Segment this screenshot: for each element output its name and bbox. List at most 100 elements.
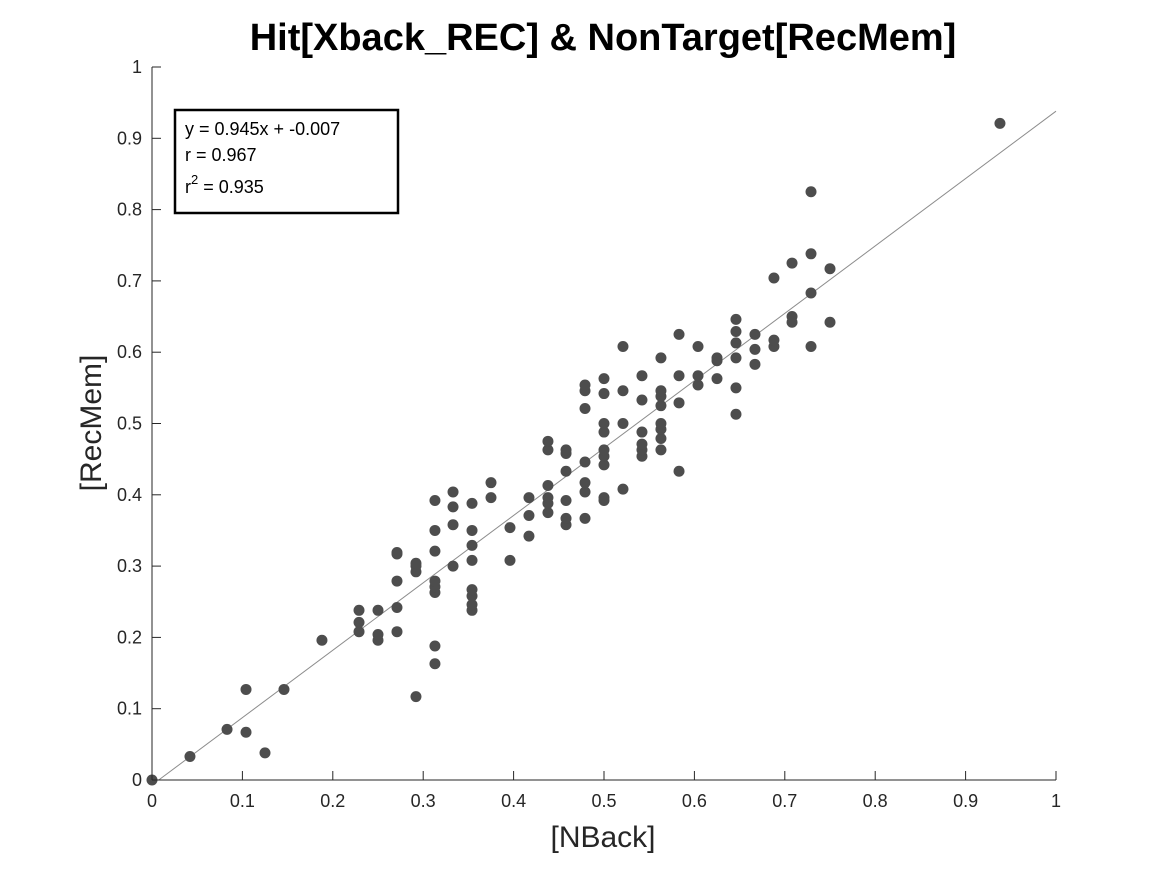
data-point: [429, 495, 441, 507]
data-point: [655, 352, 667, 364]
data-point: [466, 599, 478, 611]
data-point: [730, 408, 742, 420]
y-axis-label: [RecMem]: [75, 355, 108, 492]
data-point: [447, 560, 459, 572]
data-point: [560, 495, 572, 507]
data-point: [579, 403, 591, 415]
data-point: [730, 352, 742, 364]
data-point: [579, 477, 591, 489]
data-point: [598, 459, 610, 471]
fit-equation: y = 0.945x + -0.007: [185, 119, 340, 139]
data-point: [485, 477, 497, 489]
data-point: [353, 604, 365, 616]
data-point: [824, 263, 836, 275]
data-point: [560, 512, 572, 524]
y-tick-label: 0.1: [117, 699, 142, 719]
x-tick-label: 0.6: [682, 791, 707, 811]
data-point: [372, 604, 384, 616]
r-squared-number: = 0.935: [198, 177, 264, 197]
x-tick-label: 0.8: [863, 791, 888, 811]
data-point: [466, 584, 478, 596]
data-point: [636, 426, 648, 438]
data-point: [655, 432, 667, 444]
y-tick-label: 0.7: [117, 271, 142, 291]
data-point: [805, 287, 817, 299]
data-point: [692, 370, 704, 382]
data-point: [504, 554, 516, 566]
data-point: [805, 248, 817, 260]
data-point: [711, 352, 723, 364]
data-point: [805, 340, 817, 352]
data-point: [673, 370, 685, 382]
data-point: [542, 435, 554, 447]
x-axis-label: [NBack]: [550, 821, 655, 854]
data-points: [146, 117, 1006, 786]
x-tick-label: 0.2: [320, 791, 345, 811]
y-tick-label: 0.4: [117, 485, 142, 505]
x-tick-label: 0.5: [591, 791, 616, 811]
data-point: [673, 465, 685, 477]
y-tick-label: 0.2: [117, 627, 142, 647]
data-point: [692, 379, 704, 391]
data-point: [278, 683, 290, 695]
y-tick-label: 0.3: [117, 556, 142, 576]
data-point: [466, 497, 478, 509]
y-ticks: 0 0.1 0.2 0.3 0.4 0.5 0.6 0.7 0.8 0.9 1: [117, 57, 161, 790]
data-point: [579, 512, 591, 524]
data-point: [768, 272, 780, 284]
data-point: [429, 575, 441, 587]
data-point: [636, 394, 648, 406]
data-point: [542, 444, 554, 456]
data-point: [353, 626, 365, 638]
data-point: [579, 486, 591, 498]
data-point: [410, 557, 422, 569]
x-tick-label: 0.3: [411, 791, 436, 811]
y-tick-label: 0: [132, 770, 142, 790]
data-point: [673, 328, 685, 340]
data-point: [353, 616, 365, 628]
x-tick-label: 0.4: [501, 791, 526, 811]
data-point: [786, 257, 798, 269]
x-tick-label: 0.7: [772, 791, 797, 811]
data-point: [749, 328, 761, 340]
data-point: [316, 634, 328, 646]
stats-legend: y = 0.945x + -0.007 r = 0.967 r2 = 0.935: [173, 108, 400, 215]
data-point: [673, 397, 685, 409]
data-point: [636, 438, 648, 450]
data-point: [579, 456, 591, 468]
data-point: [786, 311, 798, 323]
data-point: [824, 316, 836, 328]
data-point: [429, 524, 441, 536]
data-point: [655, 418, 667, 429]
data-point: [749, 343, 761, 355]
y-tick-label: 0.9: [117, 128, 142, 148]
data-point: [221, 723, 233, 735]
data-point: [504, 522, 516, 534]
x-tick-label: 1: [1051, 791, 1061, 811]
data-point: [598, 418, 610, 429]
data-point: [466, 539, 478, 551]
data-point: [994, 117, 1006, 129]
data-point: [692, 340, 704, 352]
data-point: [768, 334, 780, 346]
x-tick-label: 0.1: [230, 791, 255, 811]
data-point: [655, 385, 667, 397]
data-point: [560, 465, 572, 477]
data-point: [617, 340, 629, 352]
data-point: [598, 388, 610, 400]
data-point: [730, 326, 742, 338]
x-tick-label: 0: [147, 791, 157, 811]
data-point: [240, 726, 252, 738]
r-squared-value: r2 = 0.935: [185, 172, 264, 197]
r-value: r = 0.967: [185, 145, 257, 165]
data-point: [636, 370, 648, 382]
data-point: [391, 547, 403, 559]
data-point: [542, 480, 554, 492]
data-point: [655, 444, 667, 456]
data-point: [598, 373, 610, 385]
y-tick-label: 1: [132, 57, 142, 77]
y-tick-label: 0.8: [117, 200, 142, 220]
data-point: [730, 382, 742, 394]
data-point: [466, 524, 478, 536]
data-point: [259, 747, 271, 759]
